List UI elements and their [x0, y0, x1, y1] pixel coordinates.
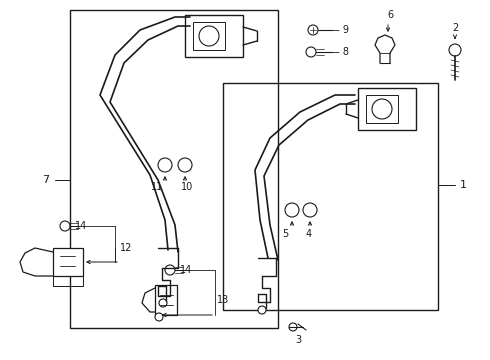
Circle shape: [159, 299, 167, 307]
Text: — 9: — 9: [330, 25, 349, 35]
Circle shape: [165, 265, 175, 275]
Circle shape: [199, 26, 219, 46]
Circle shape: [158, 158, 172, 172]
Text: 10: 10: [181, 182, 193, 192]
Text: 11: 11: [151, 182, 163, 192]
Bar: [53, 248, 83, 276]
Bar: [185, 15, 243, 57]
Circle shape: [285, 203, 299, 217]
Bar: [366, 95, 398, 123]
Bar: [193, 22, 225, 50]
Text: 5: 5: [282, 229, 288, 239]
Bar: [155, 285, 177, 315]
Text: 12: 12: [120, 243, 132, 253]
Circle shape: [308, 25, 318, 35]
Bar: [53, 276, 83, 286]
Text: 6: 6: [387, 10, 393, 20]
Circle shape: [303, 203, 317, 217]
Circle shape: [155, 313, 163, 321]
Circle shape: [258, 306, 266, 314]
Circle shape: [449, 44, 461, 56]
Bar: [70, 10, 278, 328]
Text: 2: 2: [452, 23, 458, 33]
Circle shape: [60, 221, 70, 231]
Circle shape: [306, 47, 316, 57]
Text: — 8: — 8: [330, 47, 349, 57]
Circle shape: [289, 323, 297, 331]
Text: 7: 7: [42, 175, 49, 185]
Bar: [358, 88, 416, 130]
Text: 14: 14: [75, 221, 87, 231]
Text: 1: 1: [460, 180, 467, 190]
Text: 3: 3: [295, 335, 301, 345]
Text: 14: 14: [180, 265, 192, 275]
Bar: [223, 83, 438, 310]
Text: 13: 13: [217, 295, 229, 305]
Circle shape: [372, 99, 392, 119]
Text: 4: 4: [306, 229, 312, 239]
Circle shape: [178, 158, 192, 172]
